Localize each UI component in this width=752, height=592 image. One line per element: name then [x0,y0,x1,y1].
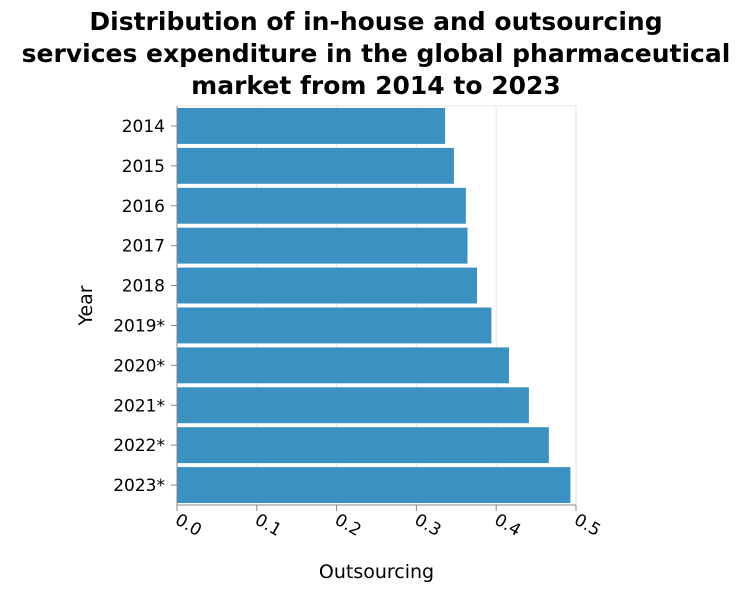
y-tick-label: 2017 [122,237,165,257]
bar-2020-projected [177,347,509,383]
bar-2021-projected [177,387,529,423]
x-tick-label: 0.3 [411,510,444,541]
x-tick-label: 0.1 [251,510,284,541]
bar-2019-projected [177,307,491,343]
chart-title-line: Distribution of in-house and outsourcing [89,7,662,36]
bar-2018 [177,268,477,304]
bar-2014 [177,108,445,144]
x-axis-title: Outsourcing [319,561,434,583]
bar-2015 [177,148,454,184]
bar-2023-projected [177,467,570,503]
bar-2016 [177,188,466,224]
y-tick-label: 2023* [113,476,165,496]
chart-title: Distribution of in-house and outsourcing… [22,7,731,100]
y-tick-label: 2020* [113,356,165,376]
y-tick-label: 2015 [122,157,165,177]
bar-2022-projected [177,427,549,463]
y-tick-label: 2018 [122,277,165,297]
y-tick-label: 2016 [122,197,165,217]
chart-title-line: services expenditure in the global pharm… [22,39,731,68]
y-tick-label: 2021* [113,396,165,416]
x-tick-label: 0.2 [331,510,364,541]
y-tick-label: 2019* [113,316,165,336]
y-axis-title: Year [75,285,97,326]
bar-2017 [177,228,467,264]
x-tick-label: 0.0 [172,510,205,541]
x-tick-label: 0.4 [491,510,524,541]
x-tick-label: 0.5 [571,510,604,541]
y-tick-label: 2022* [113,436,165,456]
chart-title-line: market from 2014 to 2023 [191,71,561,100]
y-tick-label: 2014 [122,117,165,137]
bars [177,108,570,503]
